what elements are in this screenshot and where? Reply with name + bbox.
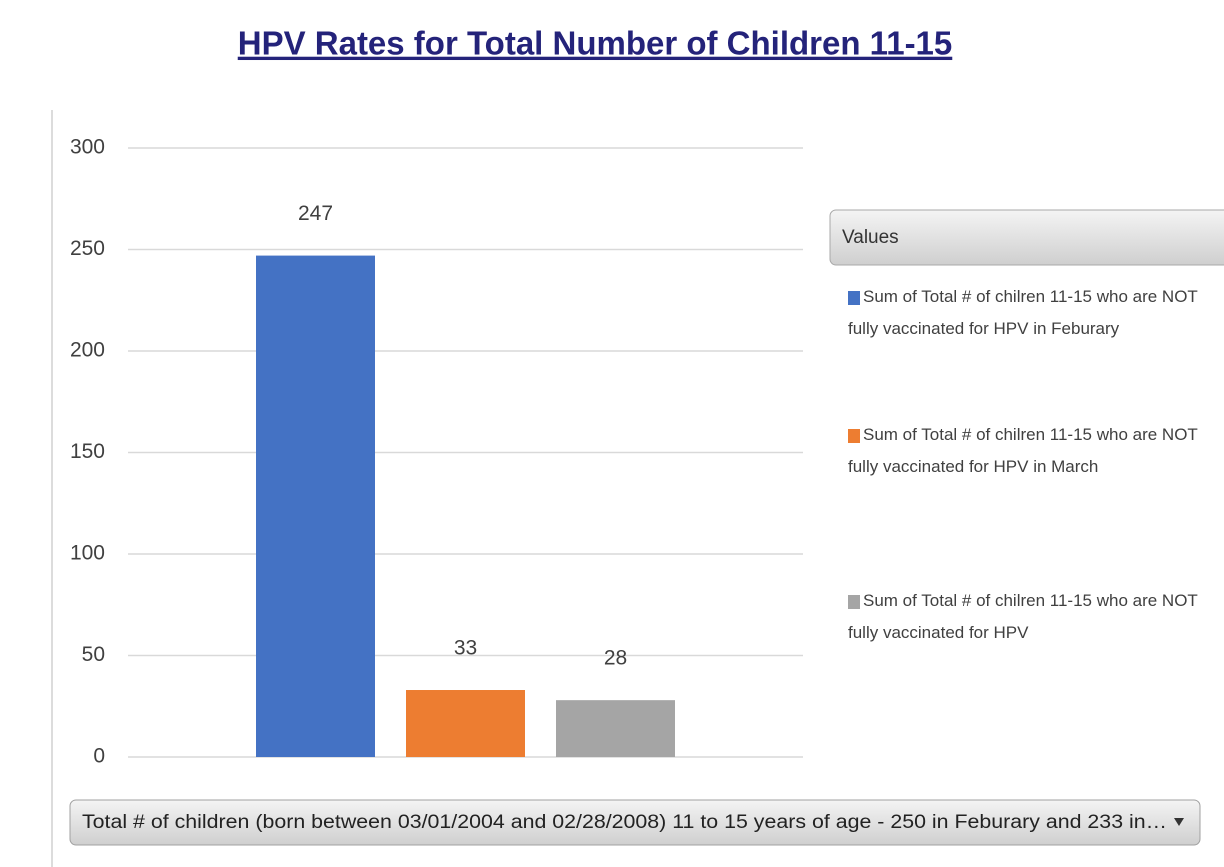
y-tick-label: 50 <box>82 643 105 666</box>
legend-label: Sum of Total # of chilren 11-15 who are … <box>848 287 1202 338</box>
dropdown-arrow <box>1174 818 1184 826</box>
legend-line: Sum of Total # of chilren 11-15 who are … <box>863 591 1202 610</box>
bar <box>556 700 675 757</box>
data-label: 247 <box>298 202 333 225</box>
legend-line: Sum of Total # of chilren 11-15 who are … <box>863 425 1202 444</box>
legend-swatch <box>848 595 860 609</box>
legend-label: Sum of Total # of chilren 11-15 who are … <box>848 591 1202 642</box>
bar <box>256 255 375 757</box>
data-label: 28 <box>604 647 627 670</box>
legend-header <box>829 209 1224 266</box>
chart-title: HPV Rates for Total Number of Children 1… <box>238 25 953 62</box>
legend-label: Sum of Total # of chilren 11-15 who are … <box>848 425 1202 476</box>
y-tick-label: 0 <box>93 745 105 768</box>
y-tick-label: 250 <box>70 237 105 260</box>
y-tick-label: 150 <box>70 440 105 463</box>
legend-swatch <box>848 429 860 443</box>
legend-line: fully vaccinated for HPV <box>848 623 1029 642</box>
legend-line: Sum of Total # of chilren 11-15 who are … <box>863 287 1202 306</box>
axis-field-label: Total # of children (born between 03/01/… <box>82 812 1167 833</box>
legend-line: fully vaccinated for HPV in Feburary <box>848 319 1120 338</box>
data-label: 33 <box>454 637 477 660</box>
bar <box>406 690 525 757</box>
legend-swatch <box>848 291 860 305</box>
legend-line: fully vaccinated for HPV in March <box>848 457 1098 476</box>
axis-field-button[interactable] <box>69 799 1201 846</box>
y-tick-label: 100 <box>70 542 105 565</box>
legend-title: Values <box>842 227 899 248</box>
y-tick-label: 200 <box>70 339 105 362</box>
y-tick-label: 300 <box>70 136 105 159</box>
